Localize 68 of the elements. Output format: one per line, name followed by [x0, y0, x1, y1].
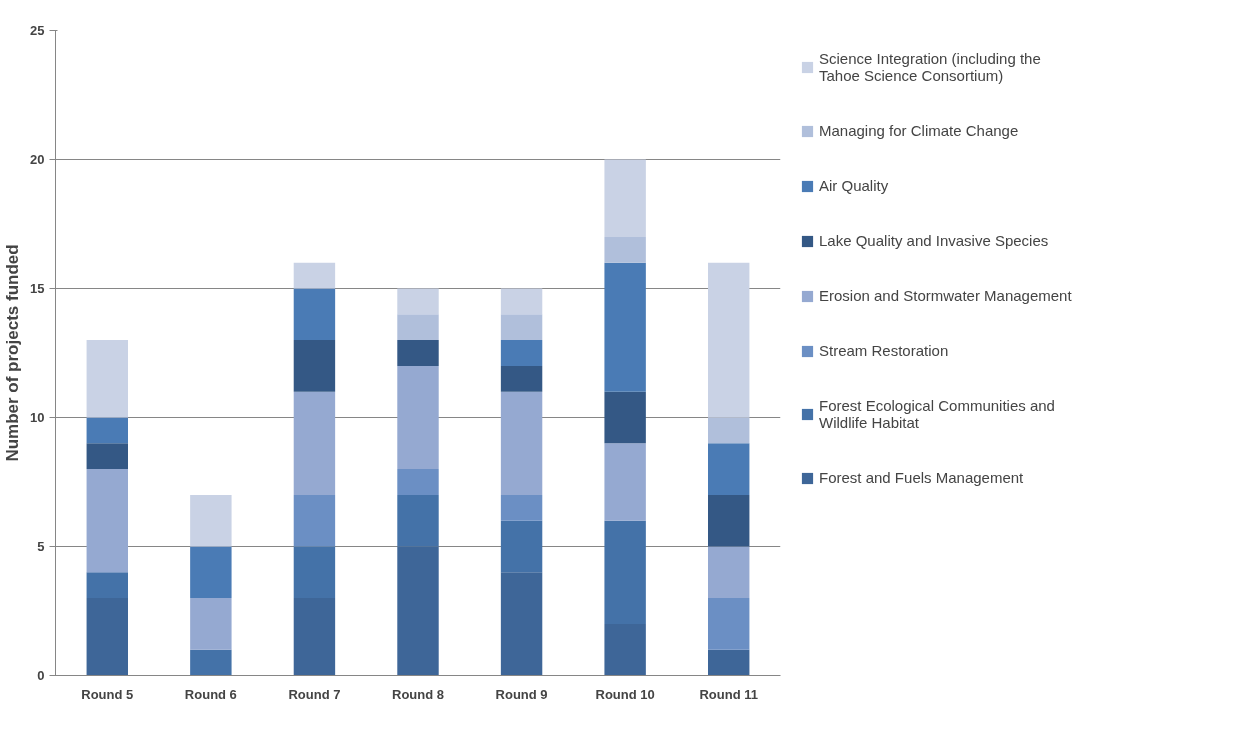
bar	[86, 417, 128, 444]
bar	[293, 391, 336, 495]
bar	[708, 546, 750, 599]
bar	[708, 417, 750, 444]
x-tick-label: Round 8	[392, 686, 444, 702]
bar	[500, 314, 543, 341]
y-tick-label: 15	[30, 281, 45, 296]
bar	[86, 598, 128, 676]
bar	[708, 649, 750, 676]
legend-label: Science Integration (including the Tahoe Science Consortium)	[819, 50, 1041, 84]
bar	[397, 288, 439, 315]
bar	[86, 572, 128, 599]
bar	[293, 288, 336, 341]
bar	[397, 469, 439, 495]
bar	[604, 236, 646, 263]
y-tick-label: 10	[30, 410, 45, 425]
bar	[500, 391, 543, 495]
legend-label: Air Quality	[819, 177, 889, 194]
bar	[604, 391, 646, 444]
x-tick-label: Round 11	[699, 686, 758, 702]
y-tick-label: 20	[30, 152, 45, 167]
bar	[293, 546, 336, 599]
bar	[500, 494, 543, 521]
bar	[708, 598, 750, 650]
x-tick-label: Round 5	[81, 686, 134, 702]
bar	[190, 546, 232, 599]
bar	[293, 494, 336, 547]
bar	[397, 314, 439, 341]
bar	[293, 598, 336, 676]
bar	[500, 288, 543, 315]
bar	[190, 494, 232, 547]
bar	[190, 598, 232, 650]
bar	[708, 443, 750, 495]
x-tick-label: Round 7	[288, 686, 341, 702]
y-axis-title: Number of projects funded	[3, 244, 23, 462]
bar	[86, 443, 128, 470]
y-tick-label: 25	[30, 23, 45, 38]
bar	[397, 340, 439, 366]
bar	[500, 572, 543, 676]
bar	[604, 443, 646, 521]
legend-label: Lake Quality and Invasive Species	[819, 232, 1049, 249]
bar	[86, 340, 128, 418]
x-tick-label: Round 6	[184, 686, 237, 702]
bar	[708, 262, 750, 418]
bar	[604, 520, 646, 624]
legend-label: Managing for Climate Change	[819, 122, 1019, 139]
y-tick-label: 0	[37, 668, 45, 683]
x-tick-label: Round 10	[595, 686, 655, 702]
bar	[293, 340, 336, 392]
legend-label: Forest Ecological Communities and Wildlife Habitat	[819, 397, 1055, 431]
bar	[190, 649, 232, 676]
x-tick-label: Round 9	[495, 686, 548, 702]
y-tick-label: 5	[37, 539, 45, 554]
bar	[604, 262, 646, 392]
bar	[604, 623, 646, 676]
bar	[604, 159, 646, 237]
bar	[500, 365, 543, 392]
bar	[708, 494, 750, 547]
bar	[500, 340, 543, 366]
bar	[397, 365, 439, 470]
legend-label: Erosion and Stormwater Management	[819, 287, 1072, 304]
bar	[86, 469, 128, 573]
bar	[293, 262, 336, 289]
bar	[397, 546, 439, 676]
legend-label: Forest and Fuels Management	[819, 469, 1024, 486]
legend-label: Stream Restoration	[819, 342, 949, 359]
bar	[397, 494, 439, 547]
bar	[500, 520, 543, 573]
